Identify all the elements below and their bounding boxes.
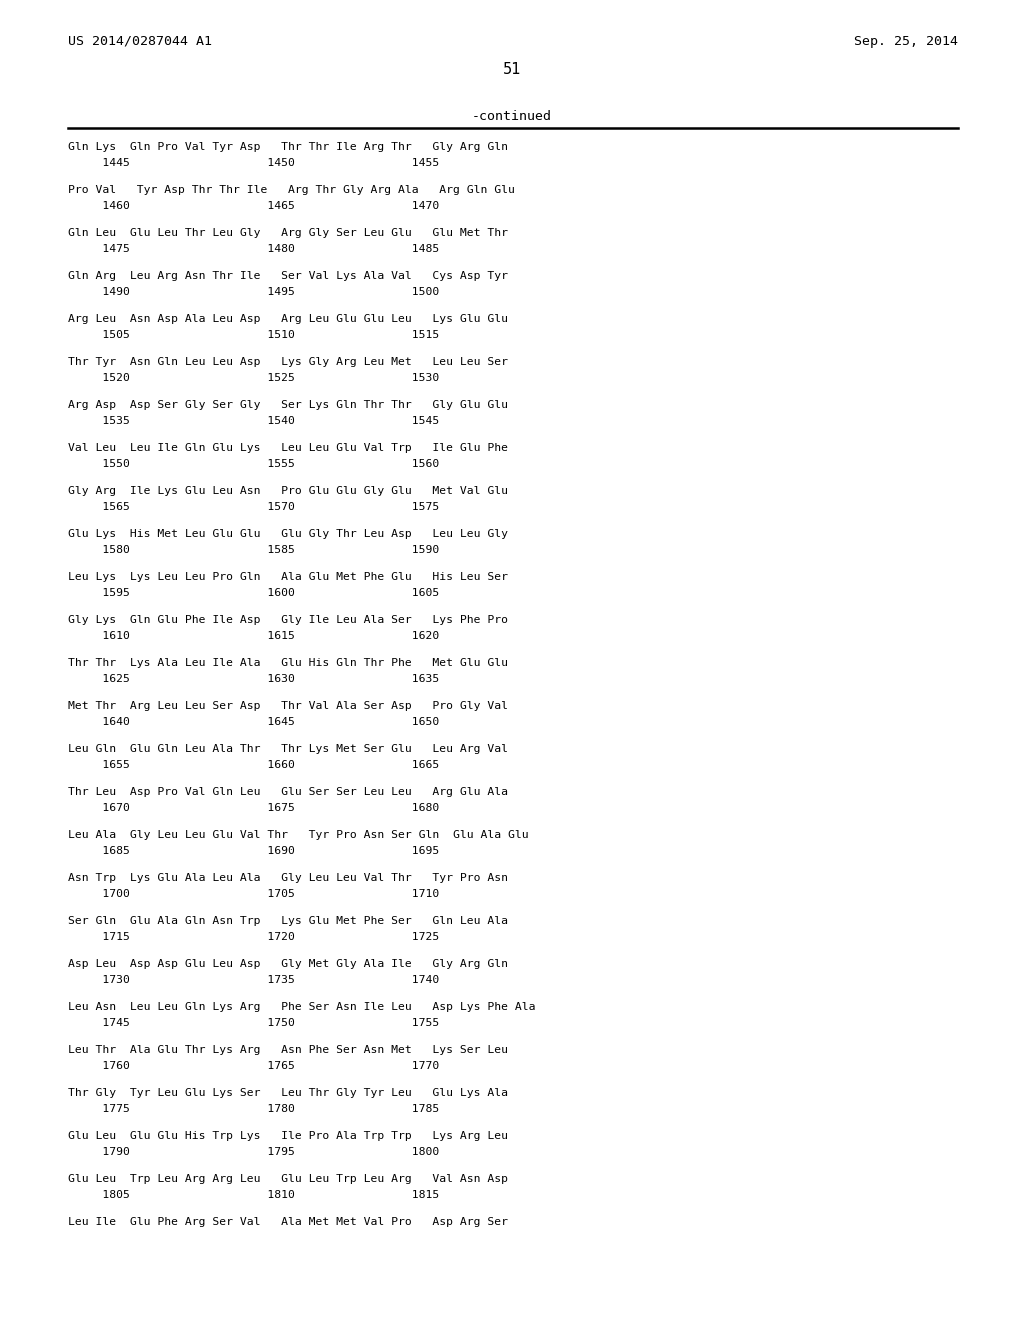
Text: -continued: -continued — [472, 110, 552, 123]
Text: Gly Arg  Ile Lys Glu Leu Asn   Pro Glu Glu Gly Glu   Met Val Glu: Gly Arg Ile Lys Glu Leu Asn Pro Glu Glu … — [68, 486, 508, 496]
Text: 1745                    1750                 1755: 1745 1750 1755 — [68, 1018, 439, 1028]
Text: Leu Ile  Glu Phe Arg Ser Val   Ala Met Met Val Pro   Asp Arg Ser: Leu Ile Glu Phe Arg Ser Val Ala Met Met … — [68, 1217, 508, 1228]
Text: Leu Asn  Leu Leu Gln Lys Arg   Phe Ser Asn Ile Leu   Asp Lys Phe Ala: Leu Asn Leu Leu Gln Lys Arg Phe Ser Asn … — [68, 1002, 536, 1012]
Text: 1655                    1660                 1665: 1655 1660 1665 — [68, 760, 439, 770]
Text: Asn Trp  Lys Glu Ala Leu Ala   Gly Leu Leu Val Thr   Tyr Pro Asn: Asn Trp Lys Glu Ala Leu Ala Gly Leu Leu … — [68, 873, 508, 883]
Text: Ser Gln  Glu Ala Gln Asn Trp   Lys Glu Met Phe Ser   Gln Leu Ala: Ser Gln Glu Ala Gln Asn Trp Lys Glu Met … — [68, 916, 508, 927]
Text: Thr Tyr  Asn Gln Leu Leu Asp   Lys Gly Arg Leu Met   Leu Leu Ser: Thr Tyr Asn Gln Leu Leu Asp Lys Gly Arg … — [68, 356, 508, 367]
Text: 1640                    1645                 1650: 1640 1645 1650 — [68, 717, 439, 727]
Text: 1805                    1810                 1815: 1805 1810 1815 — [68, 1191, 439, 1200]
Text: Sep. 25, 2014: Sep. 25, 2014 — [854, 36, 958, 48]
Text: Asp Leu  Asp Asp Glu Leu Asp   Gly Met Gly Ala Ile   Gly Arg Gln: Asp Leu Asp Asp Glu Leu Asp Gly Met Gly … — [68, 960, 508, 969]
Text: 1760                    1765                 1770: 1760 1765 1770 — [68, 1061, 439, 1071]
Text: Thr Leu  Asp Pro Val Gln Leu   Glu Ser Ser Leu Leu   Arg Glu Ala: Thr Leu Asp Pro Val Gln Leu Glu Ser Ser … — [68, 787, 508, 797]
Text: Arg Asp  Asp Ser Gly Ser Gly   Ser Lys Gln Thr Thr   Gly Glu Glu: Arg Asp Asp Ser Gly Ser Gly Ser Lys Gln … — [68, 400, 508, 411]
Text: 1775                    1780                 1785: 1775 1780 1785 — [68, 1104, 439, 1114]
Text: 1715                    1720                 1725: 1715 1720 1725 — [68, 932, 439, 942]
Text: 1550                    1555                 1560: 1550 1555 1560 — [68, 459, 439, 469]
Text: Met Thr  Arg Leu Leu Ser Asp   Thr Val Ala Ser Asp   Pro Gly Val: Met Thr Arg Leu Leu Ser Asp Thr Val Ala … — [68, 701, 508, 711]
Text: Gln Leu  Glu Leu Thr Leu Gly   Arg Gly Ser Leu Glu   Glu Met Thr: Gln Leu Glu Leu Thr Leu Gly Arg Gly Ser … — [68, 228, 508, 238]
Text: Leu Gln  Glu Gln Leu Ala Thr   Thr Lys Met Ser Glu   Leu Arg Val: Leu Gln Glu Gln Leu Ala Thr Thr Lys Met … — [68, 744, 508, 754]
Text: 1670                    1675                 1680: 1670 1675 1680 — [68, 803, 439, 813]
Text: 1475                    1480                 1485: 1475 1480 1485 — [68, 244, 439, 253]
Text: Pro Val   Tyr Asp Thr Thr Ile   Arg Thr Gly Arg Ala   Arg Gln Glu: Pro Val Tyr Asp Thr Thr Ile Arg Thr Gly … — [68, 185, 515, 195]
Text: 1445                    1450                 1455: 1445 1450 1455 — [68, 158, 439, 168]
Text: 1565                    1570                 1575: 1565 1570 1575 — [68, 502, 439, 512]
Text: 1625                    1630                 1635: 1625 1630 1635 — [68, 675, 439, 684]
Text: 1685                    1690                 1695: 1685 1690 1695 — [68, 846, 439, 855]
Text: Glu Lys  His Met Leu Glu Glu   Glu Gly Thr Leu Asp   Leu Leu Gly: Glu Lys His Met Leu Glu Glu Glu Gly Thr … — [68, 529, 508, 539]
Text: Leu Lys  Lys Leu Leu Pro Gln   Ala Glu Met Phe Glu   His Leu Ser: Leu Lys Lys Leu Leu Pro Gln Ala Glu Met … — [68, 572, 508, 582]
Text: 1580                    1585                 1590: 1580 1585 1590 — [68, 545, 439, 554]
Text: Leu Thr  Ala Glu Thr Lys Arg   Asn Phe Ser Asn Met   Lys Ser Leu: Leu Thr Ala Glu Thr Lys Arg Asn Phe Ser … — [68, 1045, 508, 1055]
Text: 1730                    1735                 1740: 1730 1735 1740 — [68, 975, 439, 985]
Text: 51: 51 — [503, 62, 521, 77]
Text: Gly Lys  Gln Glu Phe Ile Asp   Gly Ile Leu Ala Ser   Lys Phe Pro: Gly Lys Gln Glu Phe Ile Asp Gly Ile Leu … — [68, 615, 508, 624]
Text: 1505                    1510                 1515: 1505 1510 1515 — [68, 330, 439, 341]
Text: Glu Leu  Trp Leu Arg Arg Leu   Glu Leu Trp Leu Arg   Val Asn Asp: Glu Leu Trp Leu Arg Arg Leu Glu Leu Trp … — [68, 1173, 508, 1184]
Text: US 2014/0287044 A1: US 2014/0287044 A1 — [68, 36, 212, 48]
Text: 1790                    1795                 1800: 1790 1795 1800 — [68, 1147, 439, 1158]
Text: 1490                    1495                 1500: 1490 1495 1500 — [68, 286, 439, 297]
Text: Glu Leu  Glu Glu His Trp Lys   Ile Pro Ala Trp Trp   Lys Arg Leu: Glu Leu Glu Glu His Trp Lys Ile Pro Ala … — [68, 1131, 508, 1140]
Text: Thr Thr  Lys Ala Leu Ile Ala   Glu His Gln Thr Phe   Met Glu Glu: Thr Thr Lys Ala Leu Ile Ala Glu His Gln … — [68, 657, 508, 668]
Text: 1610                    1615                 1620: 1610 1615 1620 — [68, 631, 439, 642]
Text: 1460                    1465                 1470: 1460 1465 1470 — [68, 201, 439, 211]
Text: Gln Arg  Leu Arg Asn Thr Ile   Ser Val Lys Ala Val   Cys Asp Tyr: Gln Arg Leu Arg Asn Thr Ile Ser Val Lys … — [68, 271, 508, 281]
Text: Arg Leu  Asn Asp Ala Leu Asp   Arg Leu Glu Glu Leu   Lys Glu Glu: Arg Leu Asn Asp Ala Leu Asp Arg Leu Glu … — [68, 314, 508, 323]
Text: 1535                    1540                 1545: 1535 1540 1545 — [68, 416, 439, 426]
Text: Thr Gly  Tyr Leu Glu Lys Ser   Leu Thr Gly Tyr Leu   Glu Lys Ala: Thr Gly Tyr Leu Glu Lys Ser Leu Thr Gly … — [68, 1088, 508, 1098]
Text: 1520                    1525                 1530: 1520 1525 1530 — [68, 374, 439, 383]
Text: 1595                    1600                 1605: 1595 1600 1605 — [68, 587, 439, 598]
Text: Gln Lys  Gln Pro Val Tyr Asp   Thr Thr Ile Arg Thr   Gly Arg Gln: Gln Lys Gln Pro Val Tyr Asp Thr Thr Ile … — [68, 143, 508, 152]
Text: 1700                    1705                 1710: 1700 1705 1710 — [68, 888, 439, 899]
Text: Leu Ala  Gly Leu Leu Glu Val Thr   Tyr Pro Asn Ser Gln  Glu Ala Glu: Leu Ala Gly Leu Leu Glu Val Thr Tyr Pro … — [68, 830, 528, 840]
Text: Val Leu  Leu Ile Gln Glu Lys   Leu Leu Glu Val Trp   Ile Glu Phe: Val Leu Leu Ile Gln Glu Lys Leu Leu Glu … — [68, 444, 508, 453]
